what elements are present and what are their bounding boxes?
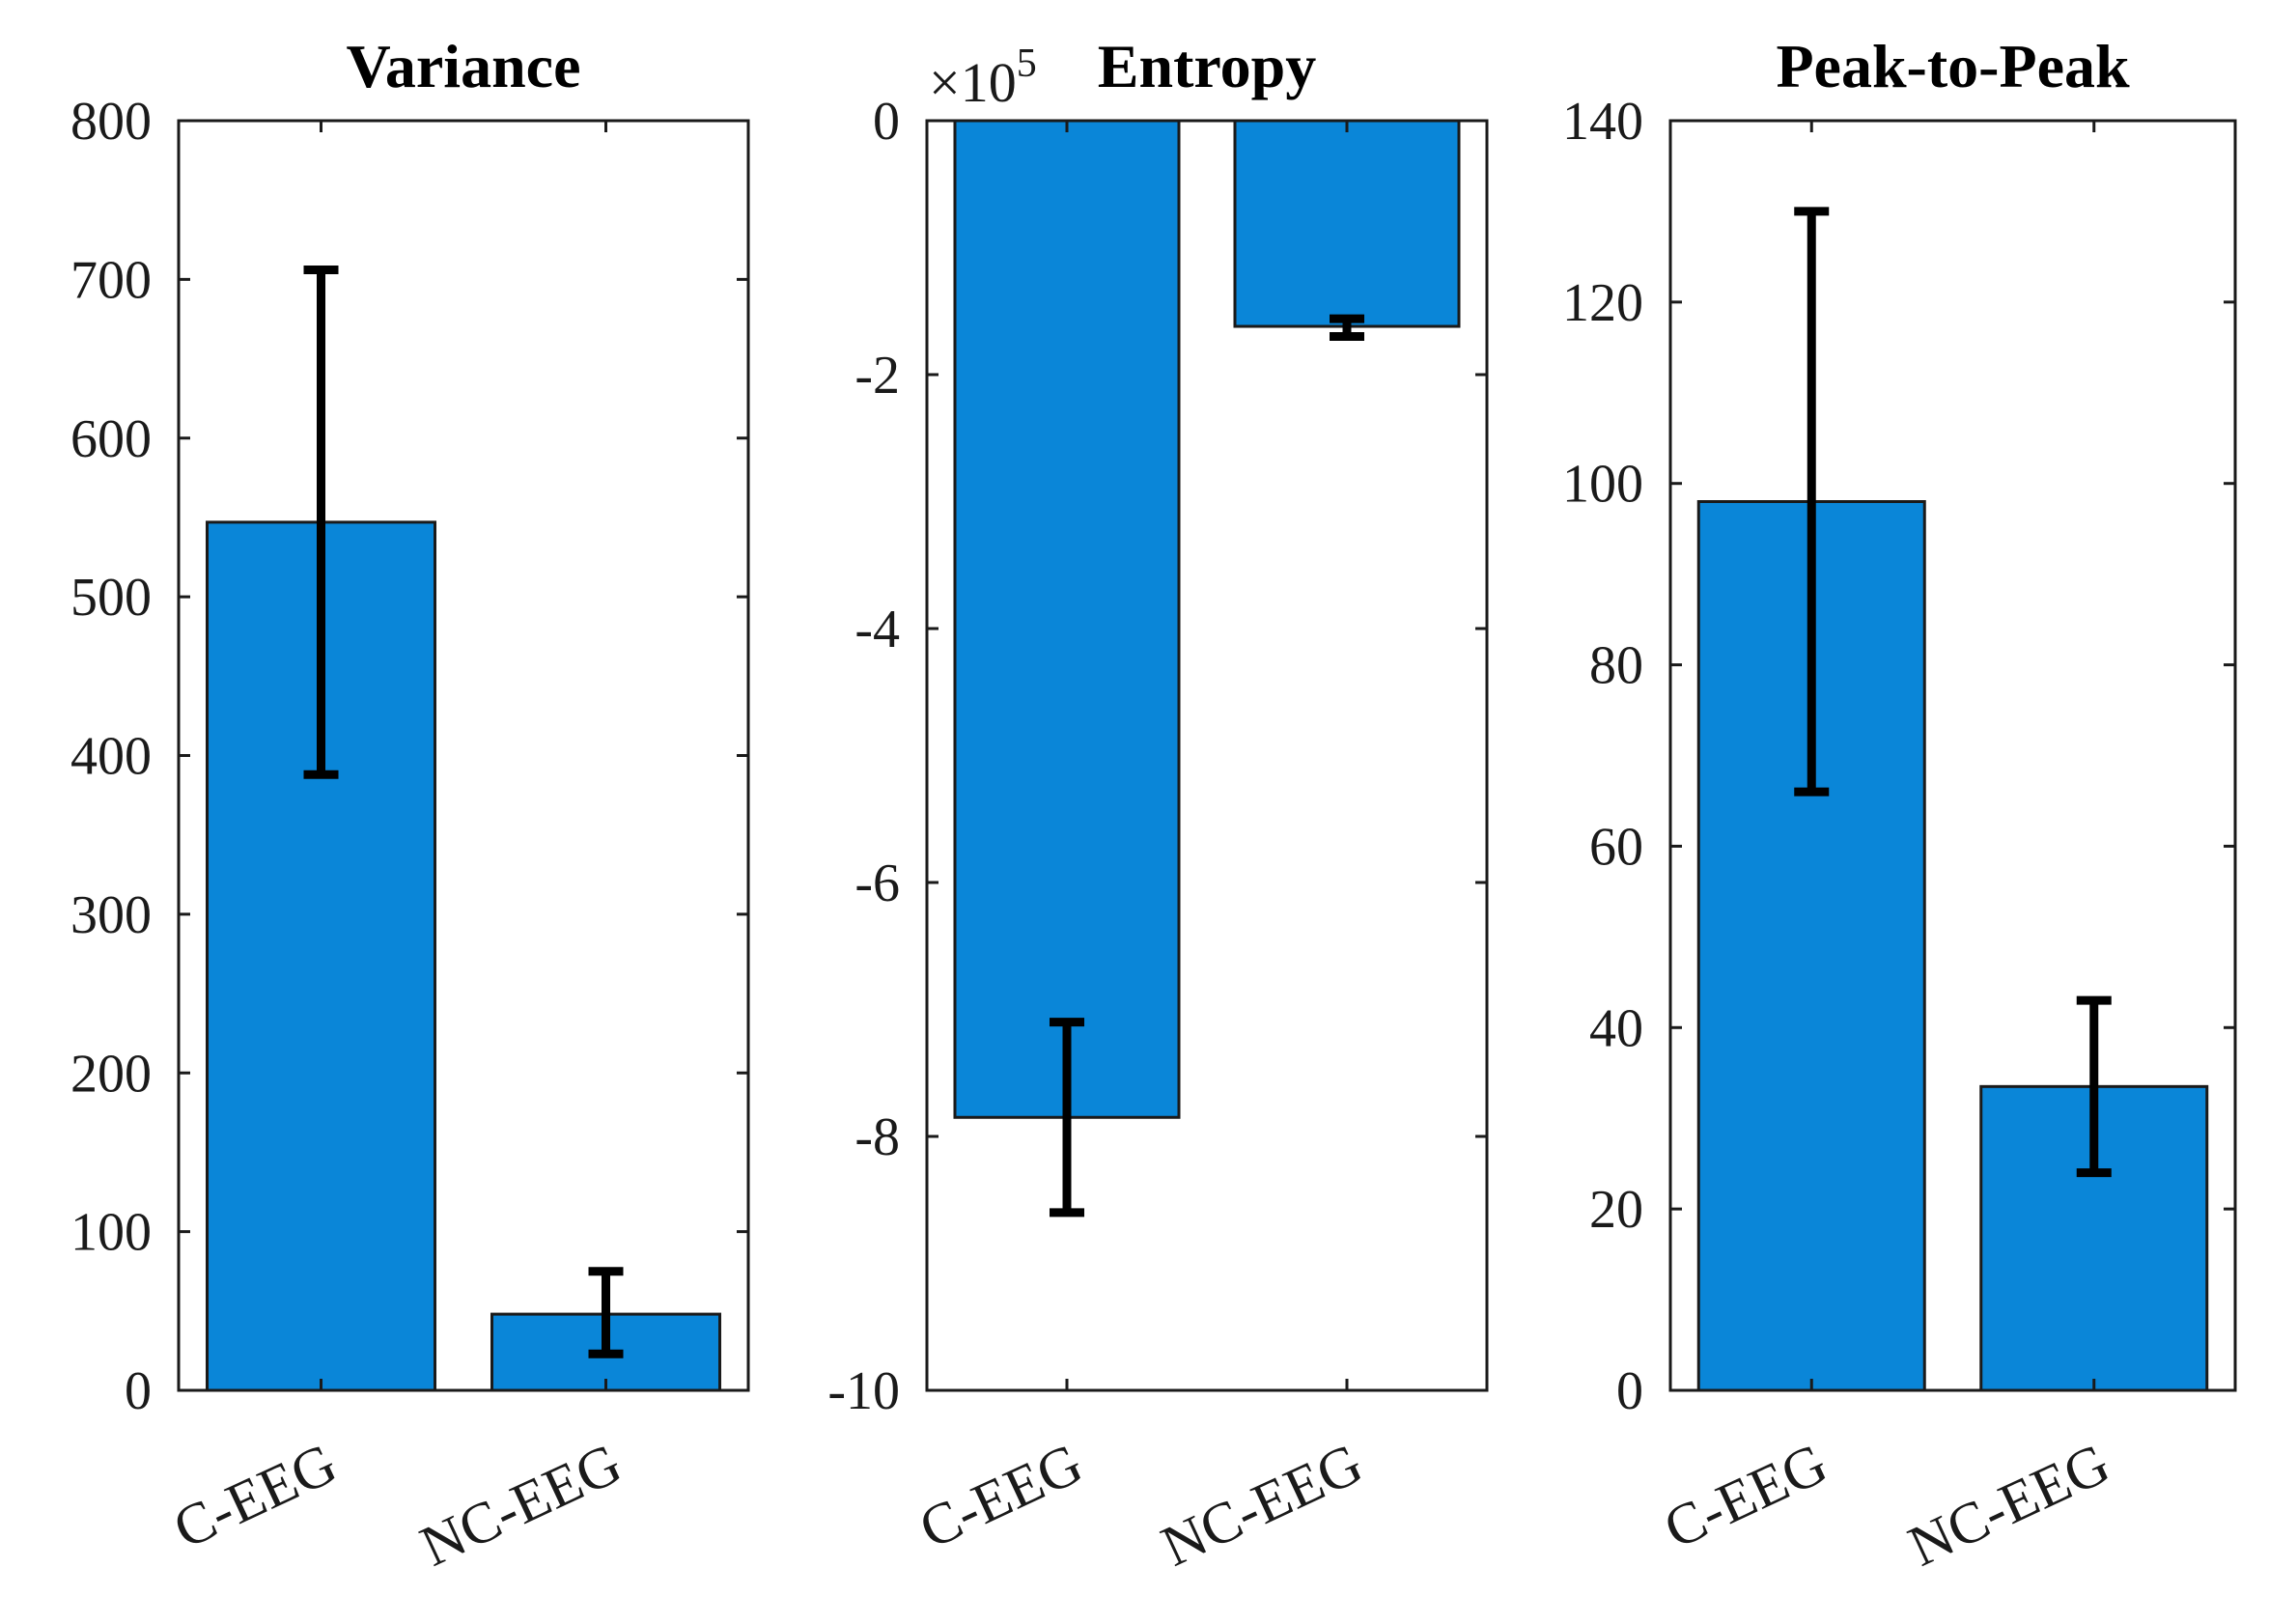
chart-panel-3: Peak-to-Peak 0 20 40 60 80 100 120 140 C-EEG NC-EE… [1562,32,2237,1579]
y-tick-label: 200 [70,1044,152,1104]
axes-box [1668,119,2237,1392]
error-bar-nc-eeg [2076,995,2112,1178]
x-tick-label: NC-EEG [1899,1431,2118,1579]
y-tick-label: -4 [854,600,900,659]
y-tick-label: 400 [70,727,152,787]
x-tick-label: C-EEG [910,1431,1092,1560]
y-tick-label: -8 [854,1107,900,1167]
y-tick-label: 700 [70,250,152,310]
y-tick-label: 80 [1589,636,1643,696]
y-tick-label: 20 [1589,1180,1643,1240]
y-tick-label: 0 [1616,1361,1643,1421]
axes-box [925,119,1489,1392]
x-tick-label: NC-EEG [1152,1431,1371,1579]
y-tick-label: 140 [1562,92,1643,152]
error-bar-nc-eeg [1330,314,1364,342]
y-tick-label: 300 [70,885,152,945]
y-tick-label: 60 [1589,817,1643,877]
bar-nc-eeg [1233,119,1461,328]
bar-c-eeg [953,119,1181,1119]
error-bar-c-eeg [1050,1018,1084,1218]
chart-panel-1: Variance 0 100 200 300 400 500 600 700 800 C-EEG NC… [70,32,750,1579]
y-tick-label: 100 [1562,455,1643,515]
y-tick-label: -10 [827,1361,900,1421]
y-tick-label: 0 [125,1361,152,1421]
error-bar-c-eeg [1794,207,1830,797]
y-tick-label: 500 [70,568,152,628]
y-tick-label: -6 [854,854,900,913]
chart-title: Peak-to-Peak [1776,32,2130,100]
chart-panel-2: Entropy ×105 -10 -8 -6 -4 -2 0 C-EEG NC-EEG [827,32,1489,1579]
chart-title: Variance [347,32,581,100]
y-tick-label: 0 [873,92,900,152]
x-tick-label: NC-EEG [411,1431,630,1579]
chart-title: Entropy [1098,32,1316,100]
y-tick-label: 120 [1562,273,1643,333]
y-tick-label: 40 [1589,998,1643,1058]
y-tick-label: 600 [70,409,152,469]
y-tick-label: 100 [70,1203,152,1263]
x-tick-label: C-EEG [1655,1431,1836,1560]
y-tick-label: 800 [70,92,152,152]
y-tick-label: -2 [854,346,900,406]
x-tick-label: C-EEG [164,1431,346,1560]
axis-multiplier: ×105 [929,42,1037,114]
error-bar-nc-eeg [588,1267,624,1358]
error-bar-c-eeg [303,266,339,779]
